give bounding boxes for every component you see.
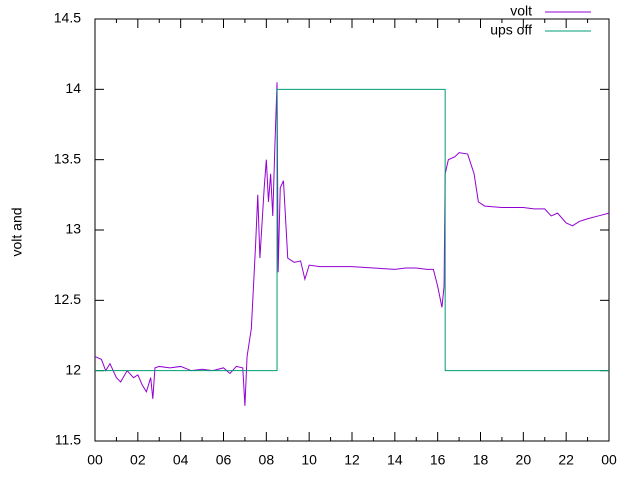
x-tick-label: 00: [601, 452, 617, 468]
x-tick-label: 08: [259, 452, 275, 468]
legend-label: ups off: [490, 22, 532, 38]
x-tick-label: 20: [516, 452, 532, 468]
plot-frame: [94, 18, 610, 442]
x-tick-label: 06: [216, 452, 232, 468]
y-tick-label: 12: [65, 361, 81, 377]
x-tick-label: 02: [130, 452, 146, 468]
y-tick-label: 14.5: [54, 10, 81, 26]
y-axis-label: volt and: [9, 207, 25, 256]
x-tick-label: 22: [558, 452, 574, 468]
y-tick-label: 12.5: [54, 291, 81, 307]
x-tick-label: 12: [344, 452, 360, 468]
y-tick-label: 13: [65, 221, 81, 237]
x-tick-label: 18: [473, 452, 489, 468]
y-tick-label: 14: [65, 80, 81, 96]
x-tick-label: 04: [173, 452, 189, 468]
y-tick-label: 11.5: [55, 432, 81, 448]
x-tick-label: 00: [87, 452, 103, 468]
legend-label: volt: [510, 3, 532, 19]
x-tick-label: 14: [387, 452, 403, 468]
series-line: [94, 82, 610, 406]
series-line: [95, 88, 609, 372]
x-tick-label: 10: [301, 452, 317, 468]
y-tick-label: 13.5: [54, 150, 81, 166]
x-tick-label: 16: [430, 452, 446, 468]
